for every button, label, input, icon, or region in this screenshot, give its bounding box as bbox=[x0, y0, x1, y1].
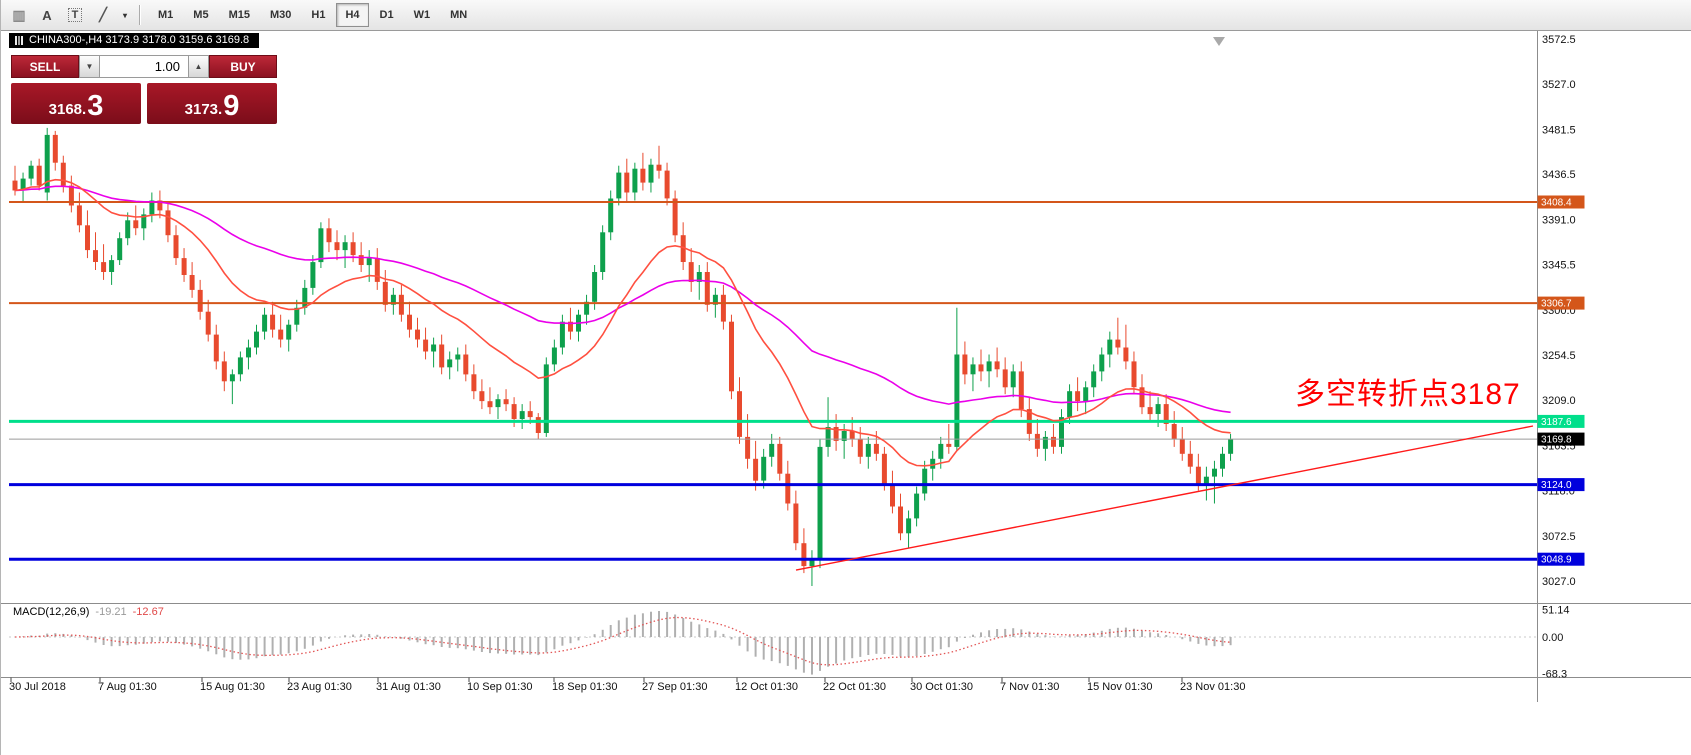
price-axis-label: 3345.5 bbox=[1542, 260, 1576, 272]
time-axis-label: 7 Nov 01:30 bbox=[1000, 681, 1059, 693]
macd-value-2: -12.67 bbox=[132, 606, 164, 618]
buy-button[interactable]: BUY bbox=[209, 55, 277, 78]
price-tag-label: 3048.9 bbox=[1541, 555, 1572, 566]
time-axis-label: 10 Sep 01:30 bbox=[467, 681, 532, 693]
time-axis-label: 27 Sep 01:30 bbox=[642, 681, 707, 693]
text-label-icon[interactable]: A bbox=[42, 7, 52, 23]
price-tag-3408.4 bbox=[1537, 195, 1585, 209]
timeframe-button-h1[interactable]: H1 bbox=[311, 9, 326, 21]
timeframe-button-m15[interactable]: M15 bbox=[228, 9, 250, 21]
chart-background bbox=[1, 31, 1691, 755]
trendline[interactable] bbox=[795, 425, 1534, 571]
time-axis-label: 30 Jul 2018 bbox=[9, 681, 66, 693]
price-tag-3124.0 bbox=[1537, 478, 1585, 492]
time-axis-label: 23 Nov 01:30 bbox=[1180, 681, 1245, 693]
macd-histogram bbox=[22, 611, 1232, 675]
time-axis[interactable]: 30 Jul 2018 7 Aug 01:30 15 Aug 01:30 23 Aug… bbox=[9, 677, 1245, 694]
time-axis-label: 31 Aug 01:30 bbox=[376, 681, 441, 693]
ma-slow-line bbox=[14, 185, 1231, 414]
price-tag-3306.7 bbox=[1537, 296, 1585, 310]
macd-value-1: -19.21 bbox=[95, 606, 127, 618]
time-axis-label: 23 Aug 01:30 bbox=[287, 681, 352, 693]
time-axis-label: 18 Sep 01:30 bbox=[552, 681, 617, 693]
timeframe-button-h4[interactable]: H4 bbox=[336, 3, 369, 27]
text-box-icon[interactable]: T bbox=[63, 4, 87, 26]
time-axis-label: 30 Oct 01:30 bbox=[910, 681, 973, 693]
volume-decrease-button[interactable]: ▼ bbox=[79, 55, 100, 78]
bid-price-big-digit: 3 bbox=[87, 90, 104, 122]
macd-indicator-label: MACD(12,26,9) -19.21 -12.67 bbox=[13, 606, 164, 618]
bid-price-main: 3168. bbox=[48, 101, 87, 118]
price-axis-label: 3481.5 bbox=[1542, 124, 1576, 136]
macd-name: MACD(12,26,9) bbox=[13, 606, 90, 618]
price-axis-label: 3572.5 bbox=[1542, 34, 1576, 46]
time-axis-label: 15 Nov 01:30 bbox=[1087, 681, 1152, 693]
buy-price-panel[interactable]: 3173. 9 bbox=[147, 83, 277, 124]
ask-price-main: 3173. bbox=[184, 101, 223, 118]
timeframe-toolbar: M1 M5 M15 M30 H1 H4 D1 W1 MN bbox=[148, 3, 477, 27]
price-tag-3048.9 bbox=[1537, 552, 1585, 566]
timeframe-button-mn[interactable]: MN bbox=[450, 9, 468, 21]
timeframe-button-m1[interactable]: M1 bbox=[158, 9, 174, 21]
price-axis-label: 3436.5 bbox=[1542, 169, 1576, 181]
dropdown-arrow-icon[interactable]: ▾ bbox=[122, 10, 127, 20]
line-tools-icon[interactable]: ╱ bbox=[99, 7, 107, 22]
price-tag-label: 3169.8 bbox=[1541, 435, 1572, 446]
chart-title-text: CHINA300-,H4 3173.9 3178.0 3159.6 3169.8 bbox=[29, 34, 250, 46]
volume-increase-button[interactable]: ▲ bbox=[189, 55, 209, 78]
macd-axis-label: 0.00 bbox=[1542, 632, 1563, 644]
macd-axis-label: 51.14 bbox=[1542, 605, 1570, 617]
price-tag-label: 3124.0 bbox=[1541, 480, 1572, 491]
time-axis-label: 12 Oct 01:30 bbox=[735, 681, 798, 693]
chart-annotation: 多空转折点3187 bbox=[1295, 378, 1521, 411]
macd-axis-label: -68.3 bbox=[1542, 669, 1567, 681]
price-axis-label: 3254.5 bbox=[1542, 350, 1576, 362]
toolbar-separator bbox=[139, 5, 140, 25]
time-axis-label: 15 Aug 01:30 bbox=[200, 681, 265, 693]
candlestick-chart-icon bbox=[15, 36, 23, 45]
chart-title: CHINA300-,H4 3173.9 3178.0 3159.6 3169.8 bbox=[9, 33, 260, 48]
price-tag-3187.6 bbox=[1537, 414, 1585, 428]
indicators-icon[interactable]: ▥ bbox=[12, 6, 26, 23]
chart-tools-group: ▥ A T ╱ ▾ bbox=[7, 4, 131, 26]
price-axis-label: 3072.5 bbox=[1542, 531, 1576, 543]
chart-shift-marker[interactable] bbox=[1213, 37, 1225, 46]
candles-layer bbox=[12, 127, 1234, 586]
sell-price-panel[interactable]: 3168. 3 bbox=[11, 83, 141, 124]
price-tag-label: 3408.4 bbox=[1541, 198, 1572, 209]
price-axis-label: 3209.0 bbox=[1542, 395, 1576, 407]
price-tag-label: 3187.6 bbox=[1541, 417, 1572, 428]
timeframe-button-w1[interactable]: W1 bbox=[413, 9, 431, 21]
timeframe-button-m30[interactable]: M30 bbox=[269, 9, 292, 21]
price-axis[interactable]: 3572.53527.03481.53436.53391.03345.53300… bbox=[1537, 34, 1585, 681]
price-tag-3169.8 bbox=[1537, 432, 1585, 446]
price-axis-label: 3027.0 bbox=[1542, 576, 1576, 588]
volume-input[interactable] bbox=[100, 55, 189, 78]
ma-fast-line bbox=[14, 178, 1231, 467]
time-axis-label: 7 Aug 01:30 bbox=[98, 681, 157, 693]
time-axis-label: 22 Oct 01:30 bbox=[823, 681, 886, 693]
top-toolbar: ▥ A T ╱ ▾ M1 M5 M15 M30 H1 H4 D1 W1 MN bbox=[1, 0, 1691, 31]
timeframe-button-d1[interactable]: D1 bbox=[379, 9, 394, 21]
ask-price-big-digit: 9 bbox=[223, 90, 240, 122]
price-axis-label: 3527.0 bbox=[1542, 79, 1576, 91]
sell-button[interactable]: SELL bbox=[11, 55, 79, 78]
one-click-trading-panel: SELL ▼ ▲ BUY 3168.3 3173.9 bbox=[11, 55, 277, 124]
timeframe-button-m5[interactable]: M5 bbox=[193, 9, 209, 21]
price-tag-label: 3306.7 bbox=[1541, 299, 1572, 310]
price-axis-label: 3391.0 bbox=[1542, 214, 1576, 226]
